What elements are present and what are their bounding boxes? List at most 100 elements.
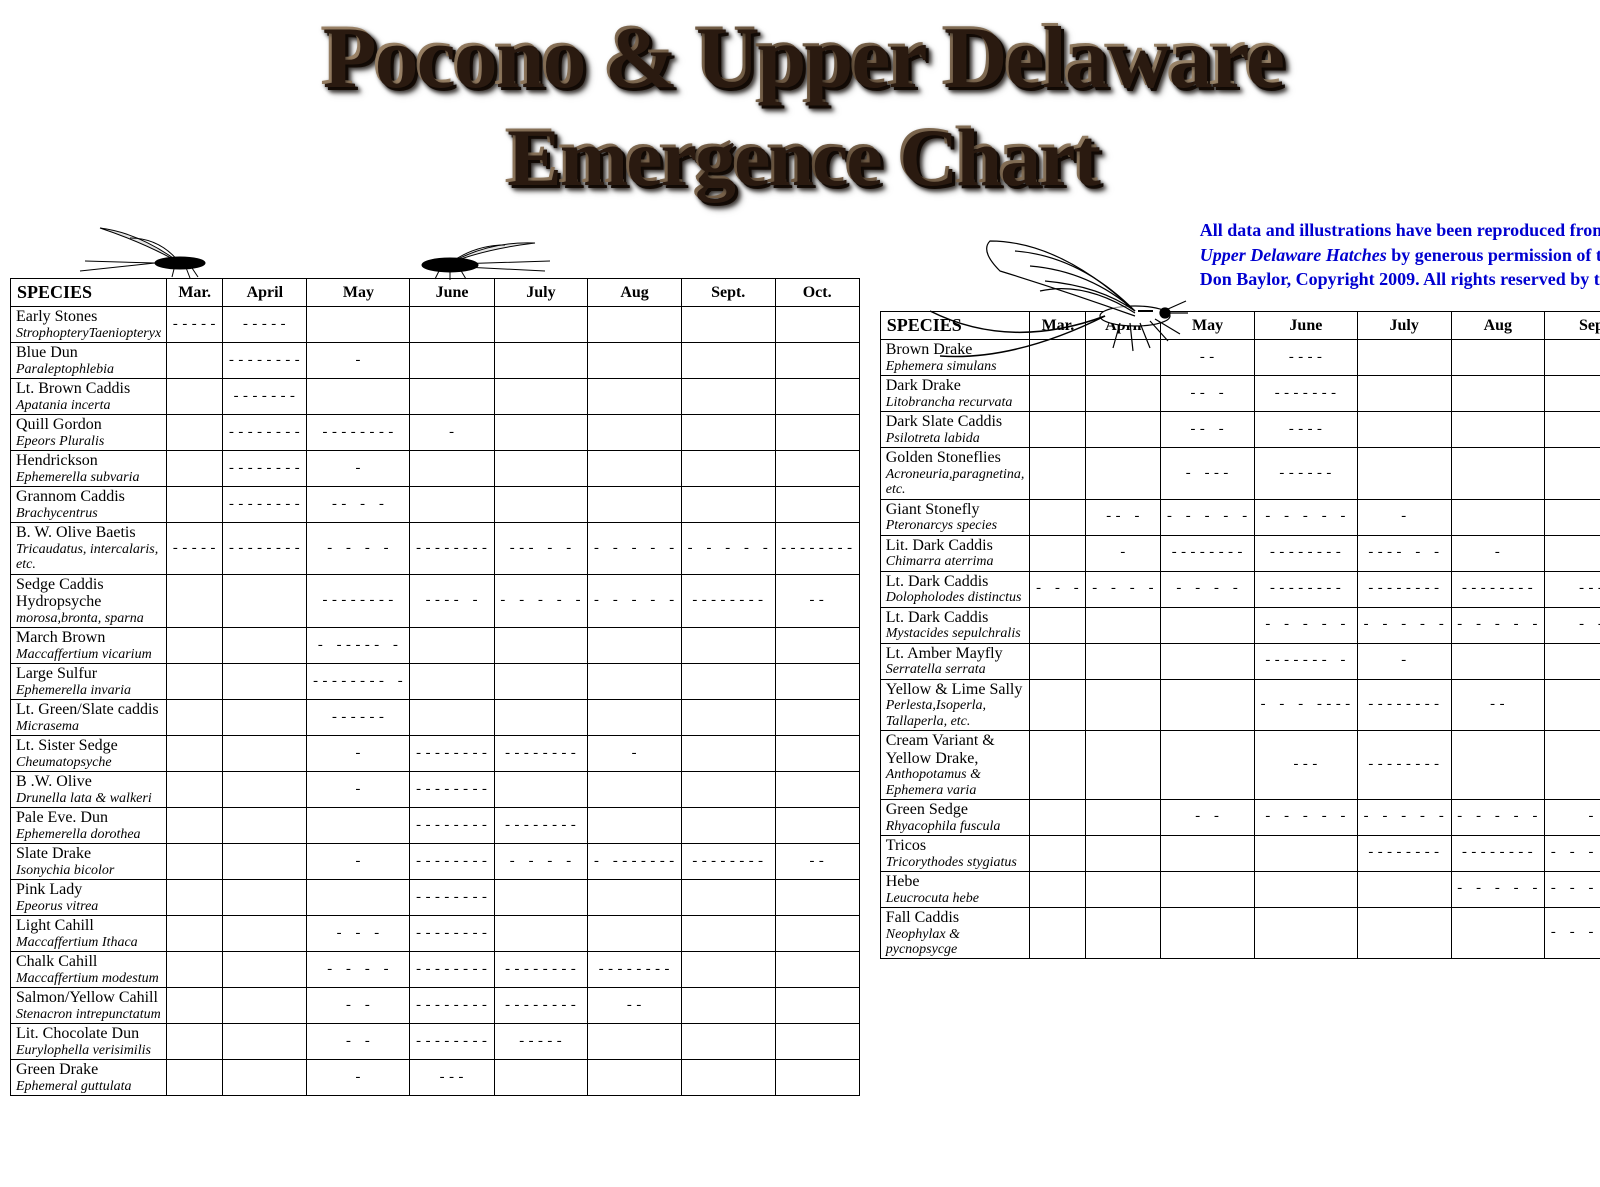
col-aug: Aug <box>1451 312 1545 340</box>
table-row: TricosTricorythodes stygiatus-----------… <box>880 835 1600 871</box>
month-cell <box>588 772 682 808</box>
month-cell <box>775 415 859 451</box>
month-cell <box>1086 643 1161 679</box>
month-cell <box>1030 535 1086 571</box>
month-cell <box>1545 499 1600 535</box>
month-cell <box>223 1060 307 1096</box>
month-cell <box>167 415 223 451</box>
month-cell <box>1357 412 1451 448</box>
month-cell <box>1254 835 1357 871</box>
table-row: Lit. Dark CaddisChimarra aterrima-------… <box>880 535 1600 571</box>
month-cell: - <box>1086 535 1161 571</box>
common-name: Light Cahill <box>16 917 161 935</box>
month-cell <box>1357 448 1451 499</box>
scientific-name: Acroneuria,paragnetina, etc. <box>886 467 1025 498</box>
species-cell: Lt. Brown CaddisApatania incerta <box>11 379 167 415</box>
table-row: HendricksonEphemerella subvaria--------- <box>11 451 860 487</box>
common-name: Lt. Brown Caddis <box>16 380 161 398</box>
month-cell: - - - <box>307 916 410 952</box>
table-row: Lt. Sister SedgeCheumatopsyche----------… <box>11 736 860 772</box>
month-cell <box>588 700 682 736</box>
common-name: Fall Caddis <box>886 909 1025 927</box>
month-cell <box>775 487 859 523</box>
month-cell <box>1161 731 1255 800</box>
table-row: HebeLeucrocuta hebe- - - - -- - - - - <box>880 871 1600 907</box>
species-cell: Green DrakeEphemeral guttulata <box>11 1060 167 1096</box>
common-name: March Brown <box>16 629 161 647</box>
month-cell <box>1030 499 1086 535</box>
month-cell <box>681 700 775 736</box>
scientific-name: Tricorythodes stygiatus <box>886 855 1025 870</box>
month-cell <box>775 307 859 343</box>
left-emergence-table: SPECIES Mar. April May June July Aug Sep… <box>10 278 860 1096</box>
col-jun: June <box>1254 312 1357 340</box>
month-cell <box>588 880 682 916</box>
table-row: Blue DunParaleptophlebia--------- <box>11 343 860 379</box>
month-cell <box>1086 835 1161 871</box>
month-cell: -------- <box>588 952 682 988</box>
month-cell: - <box>1357 499 1451 535</box>
month-cell: -------- <box>1357 679 1451 730</box>
month-cell: -- - <box>1161 412 1255 448</box>
month-cell <box>223 736 307 772</box>
month-cell <box>1545 412 1600 448</box>
species-cell: Lt. Dark CaddisMystacides sepulchralis <box>880 607 1030 643</box>
month-cell <box>588 307 682 343</box>
month-cell: -------- <box>223 523 307 574</box>
month-cell: -------- <box>410 772 494 808</box>
month-cell: -------- <box>681 844 775 880</box>
month-cell <box>1545 376 1600 412</box>
common-name: Slate Drake <box>16 845 161 863</box>
month-cell <box>167 487 223 523</box>
month-cell: - - - ---- <box>1254 679 1357 730</box>
month-cell <box>588 451 682 487</box>
species-cell: Yellow & Lime SallyPerlesta,Isoperla, Ta… <box>880 679 1030 730</box>
month-cell <box>1161 679 1255 730</box>
month-cell <box>681 628 775 664</box>
species-cell: Giant StoneflyPteronarcys species <box>880 499 1030 535</box>
col-oct: Oct. <box>775 279 859 307</box>
month-cell <box>775 379 859 415</box>
month-cell <box>588 379 682 415</box>
month-cell <box>494 880 588 916</box>
month-cell <box>681 664 775 700</box>
month-cell <box>307 880 410 916</box>
species-cell: Pink LadyEpeorus vitrea <box>11 880 167 916</box>
month-cell <box>775 700 859 736</box>
month-cell: -------- <box>223 343 307 379</box>
month-cell: - - - - - <box>588 523 682 574</box>
month-cell <box>223 700 307 736</box>
month-cell: - - - - - <box>1254 607 1357 643</box>
month-cell <box>1030 907 1086 958</box>
scientific-name: Apatania incerta <box>16 398 161 413</box>
month-cell <box>167 880 223 916</box>
species-cell: Pale Eve. DunEphemerella dorothea <box>11 808 167 844</box>
month-cell <box>1451 448 1545 499</box>
month-cell <box>681 343 775 379</box>
month-cell: - <box>307 844 410 880</box>
scientific-name: Drunella lata & walkeri <box>16 791 161 806</box>
month-cell <box>1545 535 1600 571</box>
month-cell: - - - - - <box>1545 835 1600 871</box>
table-row: Slate DrakeIsonychia bicolor---------- -… <box>11 844 860 880</box>
month-cell <box>1030 731 1086 800</box>
month-cell <box>775 1060 859 1096</box>
table-row: Green SedgeRhyacophila fuscula- -- - - -… <box>880 799 1600 835</box>
month-cell: ---- <box>1254 412 1357 448</box>
month-cell <box>494 487 588 523</box>
common-name: Green Drake <box>16 1061 161 1079</box>
table-row: Green DrakeEphemeral guttulata---- <box>11 1060 860 1096</box>
scientific-name: Mystacides sepulchralis <box>886 626 1025 641</box>
month-cell <box>494 379 588 415</box>
month-cell <box>494 307 588 343</box>
scientific-name: Chimarra aterrima <box>886 554 1025 569</box>
month-cell: -------- <box>223 451 307 487</box>
month-cell <box>1030 412 1086 448</box>
scientific-name: Litobrancha recurvata <box>886 395 1025 410</box>
month-cell <box>1030 607 1086 643</box>
scientific-name: Micrasema <box>16 719 161 734</box>
month-cell <box>1451 907 1545 958</box>
month-cell: - - - - - <box>1451 871 1545 907</box>
month-cell: -- - <box>1161 376 1255 412</box>
month-cell: --- <box>410 1060 494 1096</box>
